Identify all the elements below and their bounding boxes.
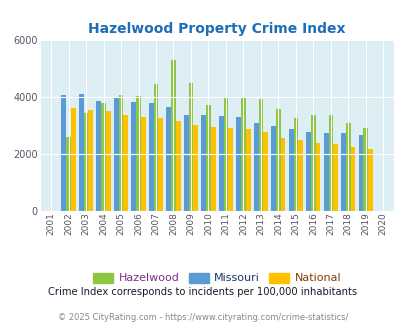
Bar xyxy=(131,102,136,211)
Bar xyxy=(333,144,337,211)
Bar xyxy=(310,115,315,211)
Bar xyxy=(83,114,88,211)
Legend: Hazelwood, Missouri, National: Hazelwood, Missouri, National xyxy=(89,268,345,288)
Bar xyxy=(262,132,267,211)
Bar xyxy=(305,132,310,211)
Bar xyxy=(228,128,232,211)
Bar xyxy=(136,96,141,211)
Bar xyxy=(367,149,372,211)
Bar xyxy=(114,97,118,211)
Bar xyxy=(166,107,171,211)
Bar xyxy=(61,95,66,211)
Bar xyxy=(79,94,83,211)
Bar xyxy=(323,133,328,211)
Bar xyxy=(96,101,101,211)
Bar xyxy=(280,138,285,211)
Bar xyxy=(258,99,262,211)
Bar xyxy=(218,116,223,211)
Bar xyxy=(315,143,320,211)
Bar xyxy=(341,133,345,211)
Title: Hazelwood Property Crime Index: Hazelwood Property Crime Index xyxy=(88,22,345,36)
Bar xyxy=(158,118,163,211)
Bar xyxy=(171,60,175,211)
Bar xyxy=(293,118,298,211)
Bar xyxy=(236,117,241,211)
Bar xyxy=(118,94,123,211)
Bar xyxy=(175,121,180,211)
Bar xyxy=(245,129,250,211)
Bar xyxy=(358,135,362,211)
Bar xyxy=(201,115,206,211)
Bar xyxy=(298,140,302,211)
Bar xyxy=(141,117,145,211)
Bar xyxy=(241,98,245,211)
Bar xyxy=(183,115,188,211)
Bar xyxy=(288,129,293,211)
Bar xyxy=(71,108,75,211)
Bar xyxy=(275,109,280,211)
Bar xyxy=(123,115,128,211)
Bar xyxy=(350,148,354,211)
Text: © 2025 CityRating.com - https://www.cityrating.com/crime-statistics/: © 2025 CityRating.com - https://www.city… xyxy=(58,313,347,322)
Bar xyxy=(149,103,153,211)
Text: Crime Index corresponds to incidents per 100,000 inhabitants: Crime Index corresponds to incidents per… xyxy=(48,287,357,297)
Bar xyxy=(193,124,198,211)
Bar xyxy=(88,110,93,211)
Bar xyxy=(271,126,275,211)
Bar xyxy=(362,128,367,211)
Bar xyxy=(210,126,215,211)
Bar xyxy=(188,83,193,211)
Bar xyxy=(345,122,350,211)
Bar xyxy=(153,84,158,211)
Bar xyxy=(223,98,228,211)
Bar xyxy=(328,115,333,211)
Bar xyxy=(66,137,71,211)
Bar xyxy=(101,103,106,211)
Bar xyxy=(253,123,258,211)
Bar xyxy=(206,105,210,211)
Bar xyxy=(106,111,110,211)
